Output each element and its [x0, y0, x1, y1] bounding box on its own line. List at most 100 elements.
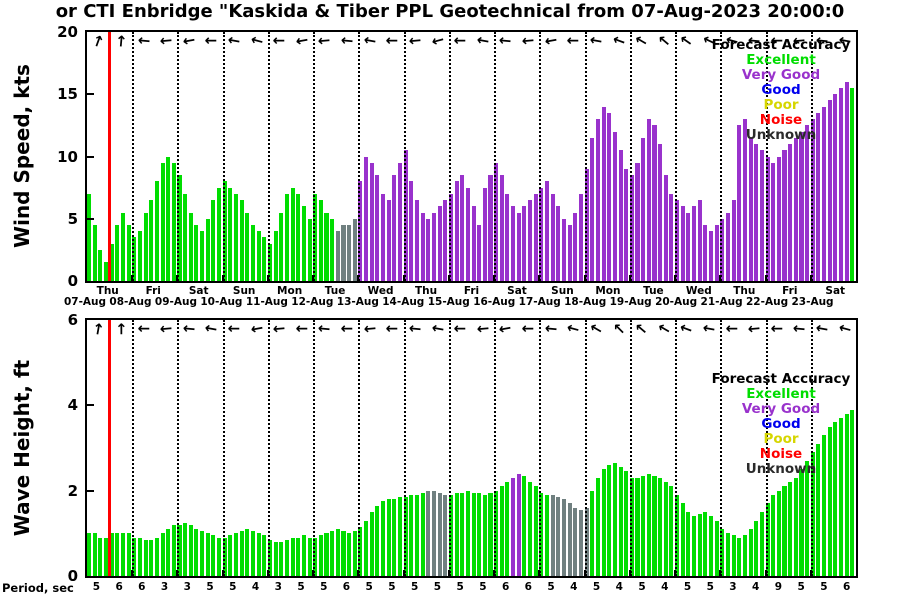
forecast-bar: [669, 193, 674, 281]
x-tick-mark: [493, 275, 496, 281]
y-tick-mark: [87, 217, 94, 220]
forecast-bar: [205, 218, 210, 281]
forecast-bar: [250, 224, 256, 281]
period-value: 4: [661, 581, 669, 593]
forecast-bar: [290, 187, 295, 281]
period-value: 3: [274, 581, 282, 593]
direction-arrow: →: [564, 318, 582, 340]
forecast-bar: [522, 206, 527, 281]
forecast-bar: [595, 119, 600, 281]
y-tick-mark: [87, 93, 94, 96]
forecast-bar: [200, 531, 205, 576]
day-name-label: Thu: [414, 285, 438, 297]
direction-arrow: →: [770, 320, 784, 338]
day-boundary-gridline: [403, 320, 406, 576]
y-tick-label: 15: [57, 85, 78, 104]
forecast-bar: [556, 497, 561, 576]
period-value: 5: [229, 581, 237, 593]
forecast-bar: [697, 514, 702, 576]
day-name-label: Mon: [595, 285, 621, 297]
date-label: 19-Aug: [609, 296, 652, 308]
forecast-bar: [98, 537, 103, 576]
day-boundary-gridline: [494, 32, 497, 281]
day-boundary-gridline: [629, 32, 632, 281]
forecast-bar: [844, 81, 849, 281]
forecast-bar: [545, 494, 550, 576]
direction-arrow: →: [429, 319, 446, 339]
forecast-bar: [222, 181, 227, 281]
forecast-bar: [595, 477, 600, 576]
y-tick-label: 4: [67, 396, 78, 415]
y-tick-label: 5: [67, 209, 78, 228]
forecast-bar: [612, 131, 617, 281]
forecast-bar: [482, 494, 487, 576]
forecast-bar: [120, 212, 125, 281]
forecast-bar: [771, 162, 776, 281]
forecast-bar: [827, 426, 832, 576]
period-value: 6: [342, 581, 351, 593]
direction-arrow: →: [88, 321, 109, 337]
forecast-bar: [171, 162, 176, 281]
forecast-bar: [839, 418, 844, 576]
period-value: 3: [160, 581, 169, 593]
y-tick-mark: [87, 404, 94, 407]
legend-title: Forecast Accuracy: [711, 371, 851, 387]
forecast-bar: [556, 206, 561, 281]
day-boundary-gridline: [539, 32, 542, 281]
day-name-label: Thu: [733, 285, 756, 297]
forecast-bar: [177, 524, 182, 576]
direction-arrow: →: [543, 319, 558, 339]
forecast-bar: [488, 175, 493, 281]
forecast-bar: [369, 512, 374, 576]
day-boundary-gridline: [177, 32, 180, 281]
forecast-bar: [646, 473, 651, 576]
forecast-bar: [488, 492, 493, 576]
forecast-bar: [92, 533, 97, 576]
forecast-bar: [352, 531, 357, 576]
direction-arrow: →: [677, 318, 696, 340]
forecast-bar: [426, 218, 431, 281]
forecast-bar: [590, 490, 595, 576]
forecast-bar: [166, 529, 171, 576]
legend-entry-very-good: Very Good: [741, 401, 821, 417]
forecast-bar: [505, 193, 510, 281]
day-name-axis-row: Thu Fri Sat Sun Mon Tue Wed Thu Fri Sat Sun Mon Tue W…: [85, 285, 858, 297]
forecast-bar: [550, 494, 555, 576]
forecast-bar: [703, 224, 708, 281]
forecast-bar: [205, 533, 210, 576]
forecast-bar: [160, 162, 165, 281]
x-tick-mark: [583, 275, 586, 281]
forecast-bar: [641, 137, 646, 281]
forecast-bar: [132, 237, 137, 281]
forecast-bar: [403, 497, 408, 576]
forecast-bar: [120, 533, 125, 576]
date-label: 09-Aug: [154, 296, 197, 308]
forecast-bar: [420, 212, 425, 281]
y-tick-label: 0: [67, 272, 78, 290]
forecast-bar: [516, 473, 521, 576]
forecast-bar: [397, 497, 403, 576]
x-tick-mark: [357, 570, 360, 576]
forecast-bar: [850, 88, 855, 281]
forecast-bar: [663, 482, 668, 576]
x-tick-mark: [447, 570, 450, 576]
direction-arrow: →: [609, 30, 628, 52]
forecast-bar: [448, 494, 453, 576]
forecast-bar: [262, 237, 267, 281]
forecast-bar: [87, 193, 92, 281]
date-label: 21-Aug: [700, 296, 743, 308]
direction-arrow: →: [792, 319, 807, 339]
x-tick-mark: [674, 275, 677, 281]
forecast-bar: [188, 212, 193, 281]
direction-arrow: →: [159, 319, 174, 339]
forecast-bar: [822, 106, 827, 281]
forecast-bar: [680, 503, 685, 576]
forecast-bar: [573, 212, 578, 281]
period-axis-label: Period, sec: [2, 581, 74, 595]
day-name-label: Mon: [277, 285, 303, 297]
forecast-bar: [533, 486, 538, 576]
forecast-bar: [171, 524, 176, 576]
forecast-bar: [663, 175, 668, 281]
forecast-bar: [844, 413, 849, 576]
period-value: 4: [615, 581, 623, 593]
